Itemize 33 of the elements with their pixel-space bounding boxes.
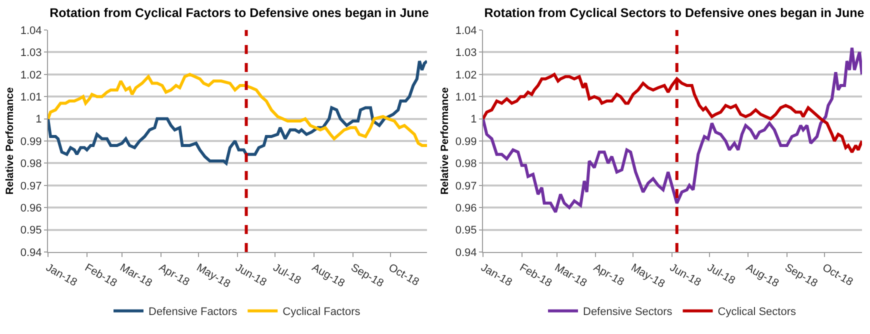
legend-label: Defensive Factors xyxy=(148,306,238,318)
y-tick-label: 0.94 xyxy=(20,246,42,259)
y-tick-label: 1.02 xyxy=(455,69,477,82)
y-tick-label: 1.03 xyxy=(455,47,477,60)
y-tick-label: 0.98 xyxy=(455,158,477,170)
y-tick-label: 1.04 xyxy=(20,24,42,37)
y-tick-label: 0.97 xyxy=(20,180,42,192)
legend-label: Cyclical Sectors xyxy=(718,306,796,318)
y-tick-label: 1.03 xyxy=(20,47,42,60)
y-tick-label: 1 xyxy=(470,114,477,126)
y-tick-label: 0.98 xyxy=(20,158,42,170)
y-tick-label: 0.95 xyxy=(455,224,477,237)
chart-title: Rotation from Cyclical Factors to Defensive ones began in June xyxy=(50,6,429,20)
y-tick-label: 1 xyxy=(36,114,42,126)
y-tick-label: 1.04 xyxy=(455,24,477,37)
y-tick-label: 0.95 xyxy=(20,224,42,237)
legend-label: Defensive Sectors xyxy=(583,306,673,318)
y-tick-label: 0.96 xyxy=(455,202,477,214)
line-series xyxy=(48,72,427,147)
line-series xyxy=(483,46,862,214)
chart-title: Rotation from Cyclical Sectors to Defensive ones began in June xyxy=(484,6,864,20)
y-tick-label: 0.94 xyxy=(455,246,477,259)
y-tick-label: 0.99 xyxy=(20,136,42,148)
y-tick-label: 0.97 xyxy=(455,180,477,192)
y-tick-label: 1.02 xyxy=(20,69,42,82)
y-tick-label: 0.96 xyxy=(20,202,42,214)
y-tick-label: 1.01 xyxy=(455,91,477,104)
line-series xyxy=(48,60,427,165)
y-axis-title: Relative Performance xyxy=(4,87,16,195)
y-tick-label: 0.99 xyxy=(455,136,477,148)
y-axis-title: Relative Performance xyxy=(439,87,452,195)
legend-label: Cyclical Factors xyxy=(282,306,361,318)
y-tick-label: 1.01 xyxy=(20,91,42,104)
